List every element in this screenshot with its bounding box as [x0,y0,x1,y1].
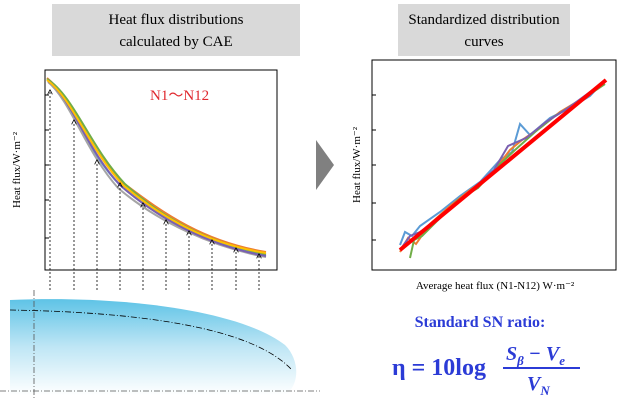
left-ticks [45,94,49,239]
left-title: calculated by CAE [119,34,232,50]
lens-centerline [9,309,293,371]
left-header [52,4,300,56]
formula-num: Sβ − Ve [506,343,565,368]
left-title: Heat flux distributions [109,12,244,28]
formula-heading: Standard SN ratio: [415,314,546,331]
formula-num-minus: − V [524,343,561,365]
formula-den-sub: N [539,383,550,398]
formula-den: VN [527,373,550,398]
right-title: Standardized distribution [408,12,560,28]
formula-num-sub: β [516,353,524,368]
right-x-label: Average heat flux (N1-N12) W·m⁻² [416,280,575,292]
right-y-label: Heat flux/W·m⁻² [351,126,363,203]
formula-lhs: η = 10log [392,355,486,381]
right-ticks [372,94,376,241]
left-plot [44,69,278,271]
formula-den-main: V [527,373,542,395]
arrow-chevron [316,140,334,190]
lens-shape [10,299,297,395]
formula-num-sub2: e [559,353,565,368]
formula: η = 10log Sβ − Ve VN [392,343,580,398]
series-label: N1～N12 [150,88,209,104]
right-title: curves [464,34,503,50]
standard-curve [398,78,608,252]
right-header [398,4,570,56]
left-y-label: Heat flux/W·m⁻² [11,131,23,208]
sample-arrows [50,92,259,290]
formula-num-main: S [506,343,517,365]
